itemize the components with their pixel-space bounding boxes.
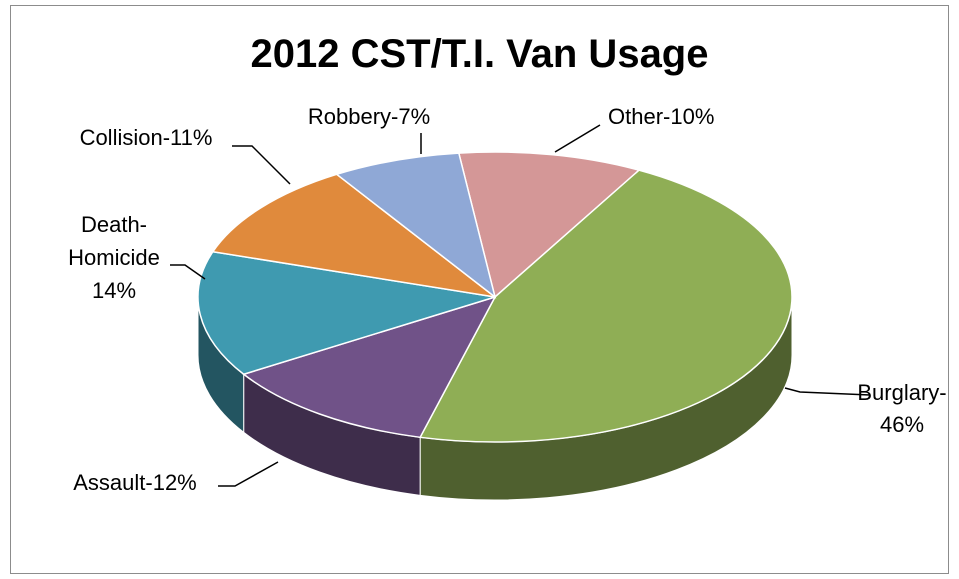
slice-label-death: Death- Homicide 14% (68, 212, 160, 303)
slice-label-assault-12: Assault-12% (73, 470, 197, 495)
pie-labels: Other-10% Burglary- 46% Assault-12% Death- Ho… (68, 104, 946, 495)
slice-label-line: Burglary- (857, 380, 946, 405)
leader-line-burglary (784, 387, 871, 396)
slice-label-line: Robbery-7% (308, 104, 430, 129)
slice-label-line: 46% (880, 412, 924, 437)
pie-slice-other-10 (457, 151, 641, 299)
pie-tops (197, 151, 793, 443)
slice-label-line: Collision-11% (80, 125, 213, 150)
slice-label-collision-11: Collision-11% (80, 125, 213, 150)
slice-label-robbery-7: Robbery-7% (308, 104, 430, 129)
slice-label-line: Death- (81, 212, 147, 237)
slice-label-line: Assault-12% (73, 470, 197, 495)
chart-title: 2012 CST/T.I. Van Usage (250, 32, 709, 76)
leader-line-death (170, 264, 206, 280)
leader-line-collision-11 (232, 145, 291, 185)
slice-label-line: Homicide (68, 245, 160, 270)
pie-slice-death (197, 250, 496, 376)
slice-label-burglary: Burglary- 46% (857, 380, 946, 437)
slice-label-other-10: Other-10% (608, 104, 714, 129)
leader-line-assault-12 (218, 461, 279, 487)
pie-slice-assault-12 (242, 295, 497, 439)
slice-label-line: Other-10% (608, 104, 714, 129)
pie-slice-collision-11 (211, 173, 496, 298)
slice-label-line: 14% (92, 278, 136, 303)
pie-slice-robbery-7 (335, 152, 497, 299)
pie-slice-burglary (418, 169, 793, 443)
leader-line-other-10 (554, 124, 601, 153)
